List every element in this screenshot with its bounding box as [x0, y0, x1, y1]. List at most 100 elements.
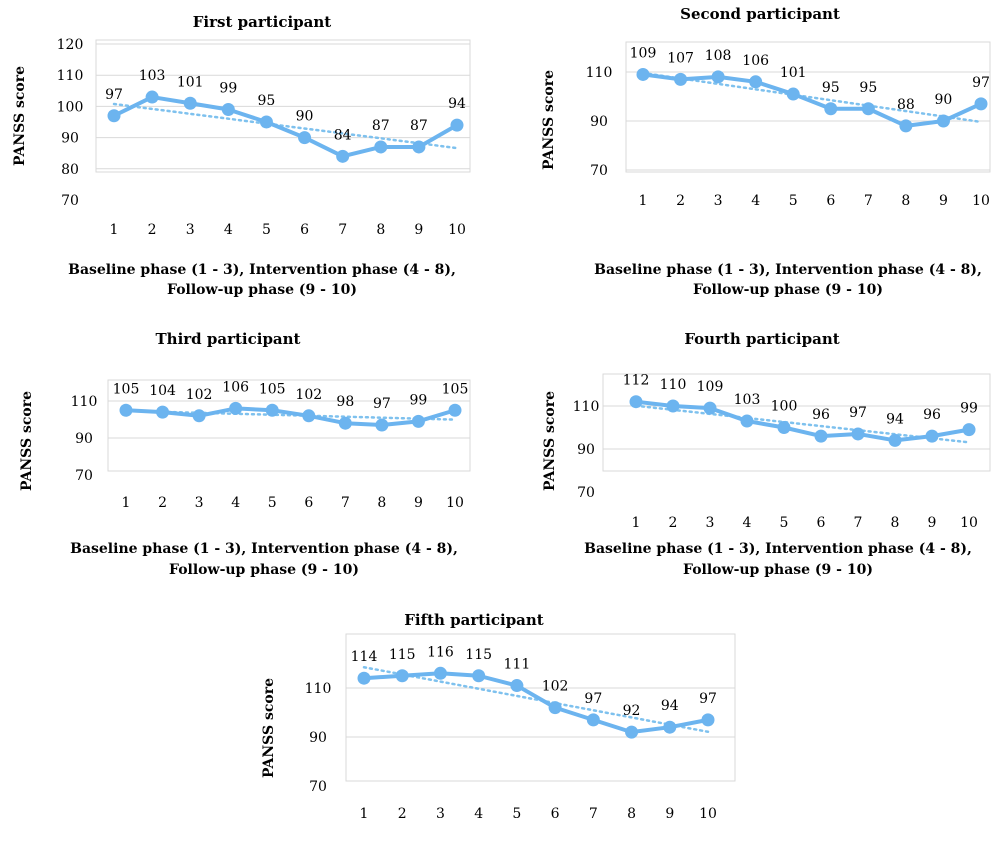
data-point [636, 67, 650, 81]
data-point [412, 140, 426, 154]
x-tick-label: 8 [891, 515, 900, 531]
y-tick-label: 70 [75, 468, 93, 484]
data-point [674, 72, 688, 86]
x-tick-label: 4 [474, 806, 483, 822]
plot-frame [345, 633, 736, 782]
chart-panel-1: 70 80 90 100 110 120 1 2 3 4 5 6 7 8 9 10 97 103 101 99 95 90… [12, 13, 471, 298]
data-point [740, 414, 754, 428]
x-tick-label: 10 [448, 222, 466, 238]
data-point [183, 96, 197, 110]
series-line [642, 72, 982, 128]
data-point [701, 713, 715, 727]
y-axis-label: PANSS score [19, 391, 35, 491]
data-label: 102 [295, 387, 322, 403]
data-point [786, 87, 800, 101]
y-tick-label: 70 [309, 779, 327, 795]
data-label: 96 [923, 407, 941, 423]
data-point [851, 427, 865, 441]
data-point [548, 701, 562, 715]
data-label: 110 [660, 377, 687, 393]
data-point [899, 119, 913, 133]
data-label: 99 [219, 81, 237, 97]
data-label: 100 [771, 399, 798, 415]
x-tick-label: 1 [639, 193, 648, 209]
y-tick-label: 80 [61, 162, 79, 178]
y-axis-label: PANSS score [542, 391, 558, 491]
data-label: 106 [742, 53, 769, 69]
y-tick-label: 70 [61, 193, 79, 209]
data-label: 98 [336, 394, 354, 410]
x-tick-label: 3 [195, 495, 204, 511]
x-tick-label: 5 [512, 806, 521, 822]
data-point [861, 102, 875, 116]
x-tick-label: 7 [589, 806, 598, 822]
x-axis-label: Follow-up phase (9 - 10) [693, 282, 883, 298]
data-label: 96 [812, 407, 830, 423]
data-label: 97 [373, 396, 391, 412]
x-tick-label: 2 [676, 193, 685, 209]
y-tick-label: 110 [305, 681, 332, 697]
data-point [925, 429, 939, 443]
series-line [635, 399, 970, 443]
data-label: 90 [296, 109, 314, 125]
data-point [374, 140, 388, 154]
y-tick-label: 120 [57, 37, 84, 53]
x-axis-label: Baseline phase (1 - 3), Intervention pha… [584, 541, 972, 557]
y-tick-label: 70 [590, 163, 608, 179]
data-point [107, 109, 121, 123]
y-axis-label: PANSS score [12, 66, 28, 166]
data-point [711, 70, 725, 84]
data-point [586, 713, 600, 727]
x-tick-label: 2 [148, 222, 157, 238]
y-tick-label: 110 [586, 65, 613, 81]
x-tick-label: 9 [928, 515, 937, 531]
x-tick-label: 8 [376, 222, 385, 238]
data-point [265, 403, 279, 417]
x-axis-label: Follow-up phase (9 - 10) [167, 282, 357, 298]
chart-title: Fourth participant [684, 330, 839, 348]
data-point [472, 669, 486, 683]
x-axis-label: Follow-up phase (9 - 10) [683, 562, 873, 578]
data-label: 109 [630, 45, 657, 61]
y-tick-label: 90 [577, 442, 595, 458]
plot-frame [107, 379, 471, 472]
data-point [298, 131, 312, 145]
data-label: 104 [149, 383, 176, 399]
data-label: 97 [972, 75, 990, 91]
x-tick-label: 4 [743, 515, 752, 531]
y-tick-label: 100 [57, 99, 84, 115]
x-tick-label: 3 [706, 515, 715, 531]
data-label: 106 [222, 379, 249, 395]
series-line [363, 671, 709, 735]
data-label: 115 [465, 647, 492, 663]
data-point [448, 403, 462, 417]
data-label: 97 [699, 691, 717, 707]
data-point [936, 114, 950, 128]
data-label: 105 [113, 381, 140, 397]
x-tick-label: 10 [972, 193, 990, 209]
x-tick-label: 6 [817, 515, 826, 531]
data-label: 90 [935, 92, 953, 108]
x-tick-label: 4 [224, 222, 233, 238]
data-label: 102 [186, 387, 213, 403]
x-tick-label: 7 [854, 515, 863, 531]
data-label: 108 [705, 48, 732, 64]
data-point [336, 149, 350, 163]
x-tick-label: 8 [377, 495, 386, 511]
data-label: 95 [822, 80, 840, 96]
chart-title: First participant [193, 13, 332, 31]
x-tick-label: 10 [960, 515, 978, 531]
chart-title: Third participant [156, 330, 301, 348]
data-point [962, 423, 976, 437]
x-tick-label: 9 [414, 222, 423, 238]
series-line [113, 95, 458, 159]
x-axis-label: Baseline phase (1 - 3), Intervention pha… [70, 541, 458, 557]
data-label: 107 [667, 50, 694, 66]
data-point [625, 725, 639, 739]
data-point [156, 405, 170, 419]
chart-panel-5: 70 90 110 1 2 3 4 5 6 7 8 9 10 114 115 116 115 111 102 97 92… [261, 611, 736, 822]
data-label: 87 [410, 118, 428, 134]
data-point [629, 395, 643, 409]
data-label: 94 [886, 411, 904, 427]
